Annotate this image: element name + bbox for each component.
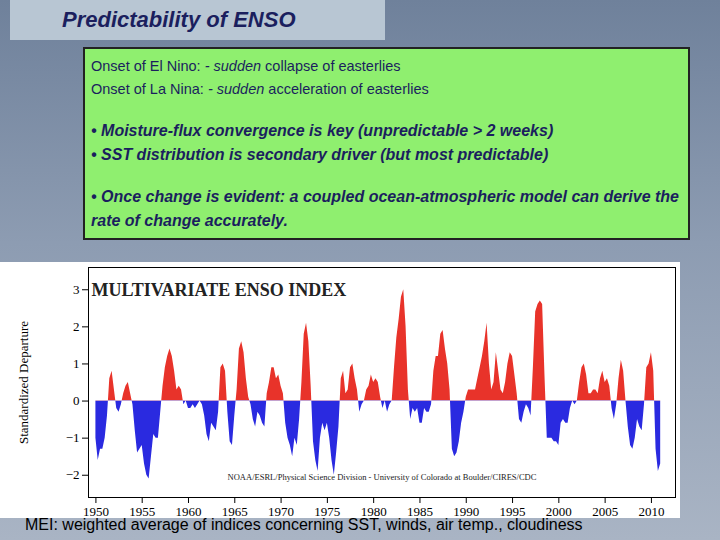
svg-text:1965: 1965 — [222, 504, 248, 518]
svg-text:Standardized Departure: Standardized Departure — [16, 321, 31, 444]
svg-text:1995: 1995 — [500, 504, 526, 518]
svg-text:NOAA/ESRL/Physical Science Div: NOAA/ESRL/Physical Science Division - Un… — [228, 472, 537, 482]
svg-text:1980: 1980 — [361, 504, 387, 518]
svg-text:1990: 1990 — [453, 504, 479, 518]
svg-text:1975: 1975 — [314, 504, 340, 518]
svg-text:1: 1 — [73, 356, 80, 371]
svg-text:2000: 2000 — [546, 504, 572, 518]
html-text:Onset of El Nino: - sudden col: Onset of El Nino: - sudden collapse of e… — [91, 58, 401, 74]
svg-text:2010: 2010 — [638, 504, 664, 518]
html-text:Onset of La Nina: - sudden acc: Onset of La Nina: - sudden acceleration … — [91, 81, 429, 97]
svg-text:MULTIVARIATE ENSO INDEX: MULTIVARIATE ENSO INDEX — [92, 280, 347, 300]
svg-text:1955: 1955 — [129, 504, 155, 518]
svg-text:3: 3 — [73, 282, 80, 297]
svg-text:1960: 1960 — [175, 504, 201, 518]
svg-text:2005: 2005 — [592, 504, 618, 518]
svg-text:−1: −1 — [66, 430, 80, 445]
svg-text:0: 0 — [73, 393, 80, 408]
svg-text:1970: 1970 — [268, 504, 294, 518]
html-text:• SST distribution is secondar: • SST distribution is secondary driver (… — [91, 146, 549, 163]
html-text:• Once change is evident: a co: • Once change is evident: a coupled ocea… — [91, 188, 679, 229]
svg-text:1985: 1985 — [407, 504, 433, 518]
svg-text:2: 2 — [73, 319, 80, 334]
html-text:MEI: weighted average of indic: MEI: weighted average of indices concern… — [25, 516, 583, 533]
svg-text:1950: 1950 — [83, 504, 109, 518]
html-text:• Moisture-flux convergence is: • Moisture-flux convergence is key (unpr… — [91, 122, 554, 139]
html-text:Predictability of ENSO: Predictability of ENSO — [62, 7, 296, 32]
svg-text:−2: −2 — [66, 467, 80, 482]
